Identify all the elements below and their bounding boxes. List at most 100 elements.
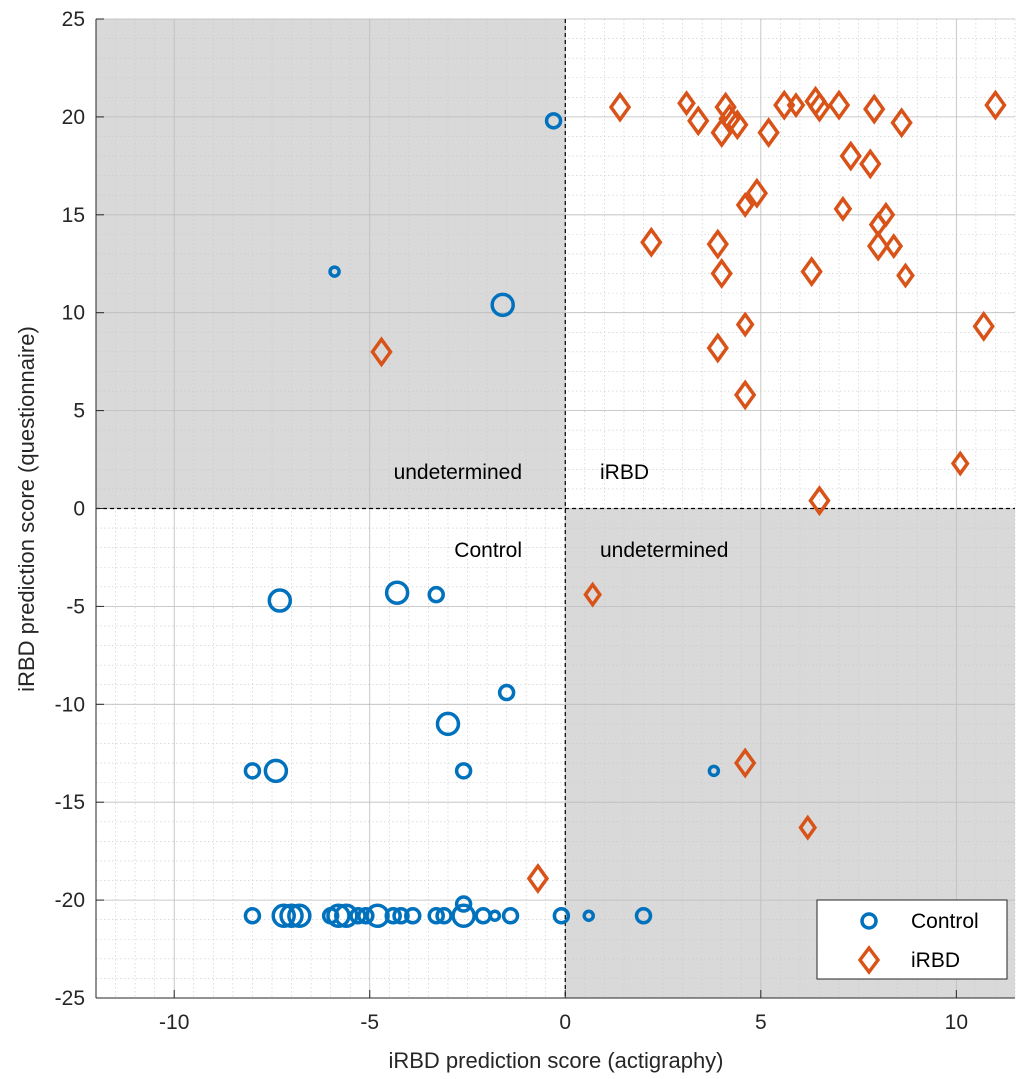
data-point-control xyxy=(427,585,445,604)
data-point-irbd xyxy=(687,105,710,137)
data-point-control xyxy=(552,907,571,925)
y-tick-label: 25 xyxy=(62,8,85,31)
data-point-control xyxy=(488,909,502,923)
x-axis-label: iRBD prediction score (actigraphy) xyxy=(388,1048,723,1073)
legend-marker-control xyxy=(860,912,878,930)
data-point-control xyxy=(243,907,262,925)
data-point-control xyxy=(501,907,520,925)
data-point-control xyxy=(243,762,262,780)
data-point-irbd xyxy=(808,485,831,517)
data-point-control xyxy=(404,907,422,925)
data-point-irbd xyxy=(827,89,851,121)
data-point-irbd xyxy=(526,863,550,895)
data-point-control xyxy=(707,764,721,778)
data-point-irbd xyxy=(608,91,632,123)
x-tick-label: 10 xyxy=(945,1011,968,1034)
quadrant-label-upper-right: iRBD xyxy=(600,461,649,484)
data-point-control xyxy=(384,580,410,605)
data-point-irbd xyxy=(745,177,769,209)
data-point-irbd xyxy=(984,89,1007,121)
data-point-control xyxy=(357,907,375,925)
y-axis-label: iRBD prediction score (questionnaire) xyxy=(14,326,39,692)
data-point-control xyxy=(349,907,367,925)
data-point-irbd xyxy=(884,233,904,260)
y-tick-label: 10 xyxy=(62,302,85,325)
y-tick-label: -5 xyxy=(66,595,85,618)
data-point-irbd xyxy=(735,311,755,338)
y-tick-label: 15 xyxy=(62,204,85,227)
data-point-control xyxy=(279,903,304,929)
y-tick-label: -25 xyxy=(55,987,85,1010)
x-tick-label: 5 xyxy=(755,1011,767,1034)
data-point-irbd xyxy=(839,140,862,172)
data-point-control xyxy=(544,112,563,130)
data-point-irbd xyxy=(714,91,737,123)
legend-entry-control: Control xyxy=(911,910,979,933)
data-point-control xyxy=(328,265,341,278)
data-point-irbd xyxy=(710,117,733,149)
data-point-control xyxy=(435,711,461,737)
data-point-irbd xyxy=(735,192,755,219)
y-tick-label: -10 xyxy=(55,693,85,716)
data-point-irbd xyxy=(950,450,970,477)
data-point-irbd xyxy=(808,91,831,123)
data-point-irbd xyxy=(863,93,886,125)
data-point-irbd xyxy=(786,92,806,119)
legend-marker-irbd xyxy=(857,945,881,975)
quadrant-labels: undetermined iRBD Control undetermined xyxy=(394,461,729,562)
y-tick-label: 20 xyxy=(62,106,85,129)
data-point-irbd xyxy=(583,581,603,608)
data-point-control xyxy=(454,895,473,913)
data-point-irbd xyxy=(859,148,882,180)
data-point-control xyxy=(435,907,453,925)
axes: -10 -5 0 5 10 -25 -20 -15 -10 -5 0 5 10 15 20 25 xyxy=(55,8,1015,1034)
data-point-control xyxy=(634,907,653,925)
data-point-irbd xyxy=(800,256,823,288)
y-tick-label: -20 xyxy=(55,889,85,912)
data-point-control xyxy=(497,683,516,702)
data-point-control xyxy=(287,903,312,929)
data-point-irbd xyxy=(757,117,780,149)
data-point-irbd xyxy=(726,109,749,141)
x-tick-label: 0 xyxy=(559,1011,571,1034)
data-point-control xyxy=(451,903,476,929)
data-point-irbd xyxy=(710,258,733,290)
data-point-control xyxy=(334,903,359,929)
data-marks xyxy=(243,85,1007,929)
legend: Control iRBD xyxy=(816,899,1008,980)
data-point-irbd xyxy=(798,814,818,841)
data-point-irbd xyxy=(706,228,729,260)
quadrant-label-lower-right: undetermined xyxy=(600,539,728,562)
data-point-control xyxy=(365,903,390,929)
legend-box xyxy=(816,899,1008,980)
data-point-irbd xyxy=(370,336,393,368)
data-point-irbd xyxy=(896,262,915,289)
data-point-irbd xyxy=(706,332,729,364)
data-point-control xyxy=(392,907,410,925)
data-point-control xyxy=(271,903,296,929)
data-point-irbd xyxy=(833,195,853,222)
y-tick-label: 5 xyxy=(73,400,85,423)
data-point-irbd xyxy=(734,747,757,779)
x-tick-label: -5 xyxy=(360,1011,379,1034)
data-point-irbd xyxy=(734,379,757,411)
data-point-control xyxy=(326,903,351,929)
quadrant-label-lower-left: Control xyxy=(454,539,522,562)
data-point-irbd xyxy=(890,107,913,139)
data-point-control xyxy=(582,909,595,923)
data-point-irbd xyxy=(677,90,696,117)
y-tick-label: 0 xyxy=(73,498,85,521)
data-point-irbd xyxy=(972,310,995,342)
data-point-irbd xyxy=(866,230,890,262)
data-point-control xyxy=(427,907,445,925)
y-tick-label: -15 xyxy=(55,791,85,814)
data-point-control xyxy=(384,907,402,925)
legend-entry-irbd: iRBD xyxy=(911,949,960,972)
x-tick-label: -10 xyxy=(159,1011,189,1034)
data-point-irbd xyxy=(640,226,663,258)
quadrant-label-upper-left: undetermined xyxy=(394,461,522,484)
data-point-control xyxy=(267,588,293,613)
quadrant-divider-lines xyxy=(96,19,1015,998)
data-point-control xyxy=(263,758,289,784)
